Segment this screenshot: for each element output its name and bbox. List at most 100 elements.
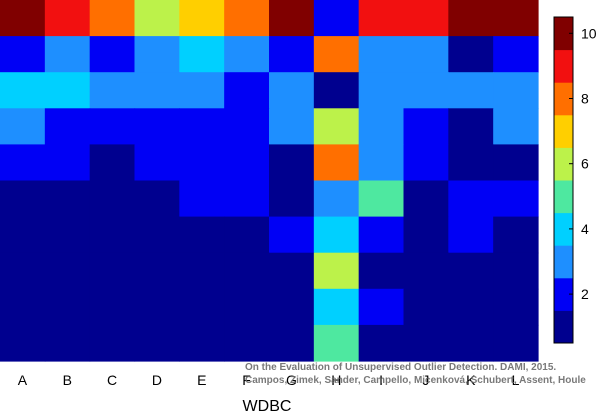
- heatmap-cell: [0, 216, 46, 254]
- heatmap-cell: [44, 216, 91, 254]
- colorbar-tick-label: 6: [581, 156, 589, 172]
- colorbar-segment: [554, 245, 573, 279]
- heatmap-cell: [269, 144, 315, 182]
- x-tick-label: K: [466, 372, 476, 388]
- x-tick-label: G: [286, 372, 297, 388]
- heatmap-cell: [44, 252, 91, 290]
- heatmap-cell: [44, 288, 91, 326]
- heatmap-cell: [0, 0, 46, 37]
- heatmap-cell: [358, 252, 405, 290]
- heatmap-cell: [358, 324, 405, 362]
- heatmap-cell: [224, 108, 270, 145]
- heatmap-cell: [89, 324, 136, 362]
- heatmap-cell: [403, 324, 449, 362]
- heatmap-cell: [224, 144, 270, 182]
- heatmap-cell: [134, 144, 180, 182]
- heatmap-cell: [134, 324, 180, 362]
- heatmap-cell: [0, 324, 46, 362]
- heatmap-cell: [358, 180, 405, 218]
- heatmap-cell: [448, 216, 494, 254]
- heatmap-cell: [179, 216, 225, 254]
- heatmap-cell: [403, 0, 449, 37]
- heatmap-cell: [269, 252, 315, 290]
- heatmap-cell: [493, 108, 539, 145]
- heatmap-cell: [44, 72, 91, 109]
- heatmap-cell: [89, 0, 136, 37]
- x-tick-label: H: [331, 372, 341, 388]
- credit-line-1: On the Evaluation of Unsupervised Outlie…: [245, 362, 556, 373]
- x-tick-label: J: [422, 372, 429, 388]
- heatmap-cell: [179, 144, 225, 182]
- heatmap-cell: [134, 180, 180, 218]
- colorbar-segment: [554, 212, 573, 246]
- x-tick-label: A: [18, 372, 28, 388]
- heatmap-cell: [269, 108, 315, 145]
- heatmap-cell: [0, 108, 46, 145]
- heatmap-cell: [493, 0, 539, 37]
- colorbar-segment: [554, 180, 573, 214]
- heatmap-cell: [313, 216, 360, 254]
- credit-line-2: Campos, Zimek, Sander, Campello, Micenko…: [245, 375, 586, 386]
- heatmap-cell: [44, 108, 91, 145]
- heatmap-cell: [403, 108, 449, 145]
- colorbar-tick-label: 2: [581, 286, 589, 302]
- heatmap-cell: [493, 36, 539, 73]
- heatmap-cell: [179, 180, 225, 218]
- heatmap-cell: [313, 36, 360, 73]
- heatmap-cell: [44, 324, 91, 362]
- heatmap-cell: [134, 252, 180, 290]
- heatmap-cell: [448, 252, 494, 290]
- heatmap-cell: [358, 36, 405, 73]
- heatmap-cell: [134, 108, 180, 145]
- heatmap-cell: [224, 324, 270, 362]
- heatmap-cell: [358, 144, 405, 182]
- heatmap-cell: [403, 72, 449, 109]
- x-tick-label: C: [107, 372, 117, 388]
- heatmap-cell: [403, 180, 449, 218]
- colorbar-tick-labels: 2 4 6 8 10: [569, 25, 597, 302]
- heatmap-cell: [179, 108, 225, 145]
- heatmap-cell: [44, 144, 91, 182]
- heatmap-cell: [269, 0, 315, 37]
- colorbar-segment: [554, 82, 573, 116]
- heatmap-cell: [269, 216, 315, 254]
- heatmap-cell: [0, 144, 46, 182]
- heatmap-cell: [313, 180, 360, 218]
- colorbar-segment: [554, 147, 573, 181]
- colorbar-segment: [554, 277, 573, 311]
- x-tick-label: I: [379, 372, 383, 388]
- heatmap-cell: [403, 288, 449, 326]
- heatmap-cell: [89, 288, 136, 326]
- heatmap-cell: [224, 252, 270, 290]
- heatmap-cell: [403, 144, 449, 182]
- heatmap-cell: [179, 0, 225, 37]
- heatmap-cell: [224, 180, 270, 218]
- heatmap-cell: [493, 180, 539, 218]
- heatmap-cell: [448, 288, 494, 326]
- heatmap-cell: [313, 72, 360, 109]
- heatmap-cell: [403, 36, 449, 73]
- heatmap-cell: [493, 144, 539, 182]
- heatmap-cell: [403, 216, 449, 254]
- heatmap-cell: [313, 288, 360, 326]
- heatmap-cell: [0, 252, 46, 290]
- colorbar-segment: [554, 114, 573, 148]
- x-tick-label: F: [242, 372, 251, 388]
- heatmap-cell: [269, 288, 315, 326]
- colorbar-tick-label: 4: [581, 221, 589, 237]
- heatmap-cell: [269, 324, 315, 362]
- heatmap-cell: [89, 180, 136, 218]
- heatmap-cell: [358, 216, 405, 254]
- heatmap-cell: [0, 288, 46, 326]
- heatmap-cell: [44, 36, 91, 73]
- heatmap-cell: [313, 0, 360, 37]
- x-tick-label: B: [63, 372, 72, 388]
- colorbar-border: [553, 16, 574, 344]
- heatmap-cell: [448, 324, 494, 362]
- heatmap-cell: [134, 288, 180, 326]
- heatmap-cell: [0, 180, 46, 218]
- colorbar-tick-label: 10: [581, 25, 597, 41]
- heatmap-cell: [493, 252, 539, 290]
- heatmap-cell: [89, 216, 136, 254]
- heatmap-cell: [224, 216, 270, 254]
